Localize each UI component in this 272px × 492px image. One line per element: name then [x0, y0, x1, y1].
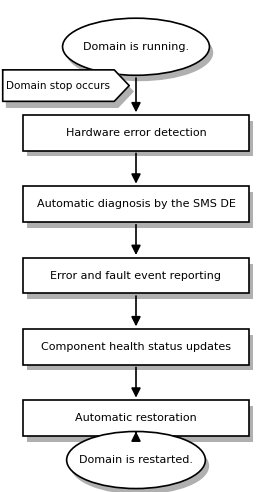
Ellipse shape: [66, 24, 213, 81]
FancyBboxPatch shape: [23, 400, 249, 436]
FancyBboxPatch shape: [27, 192, 253, 228]
Text: Automatic diagnosis by the SMS DE: Automatic diagnosis by the SMS DE: [36, 199, 236, 209]
Text: Domain stop occurs: Domain stop occurs: [7, 81, 110, 91]
Ellipse shape: [63, 18, 209, 75]
FancyBboxPatch shape: [23, 329, 249, 365]
Text: Domain is running.: Domain is running.: [83, 42, 189, 52]
Text: Hardware error detection: Hardware error detection: [66, 128, 206, 138]
Text: Automatic restoration: Automatic restoration: [75, 413, 197, 423]
FancyBboxPatch shape: [27, 335, 253, 370]
Text: Component health status updates: Component health status updates: [41, 342, 231, 352]
Polygon shape: [7, 76, 133, 107]
FancyBboxPatch shape: [27, 264, 253, 299]
Polygon shape: [3, 70, 129, 101]
FancyBboxPatch shape: [23, 115, 249, 151]
FancyBboxPatch shape: [27, 406, 253, 442]
Ellipse shape: [70, 437, 209, 492]
Text: Error and fault event reporting: Error and fault event reporting: [51, 271, 221, 280]
FancyBboxPatch shape: [23, 186, 249, 222]
FancyBboxPatch shape: [27, 121, 253, 156]
Text: Domain is restarted.: Domain is restarted.: [79, 455, 193, 465]
FancyBboxPatch shape: [23, 258, 249, 293]
Ellipse shape: [67, 431, 205, 489]
